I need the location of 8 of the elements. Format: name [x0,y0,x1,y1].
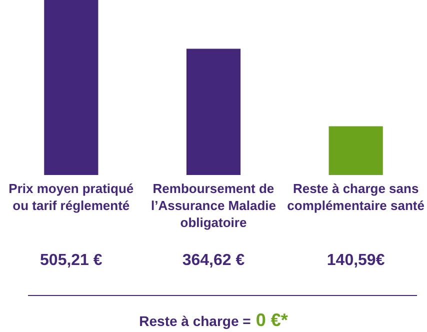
x-tick-label: Prix moyen pratiqué ou tarif réglementé [8,180,135,215]
text: Reste à charge = [139,313,251,329]
data-label: 140,59€ [326,252,386,270]
x-tick-label: Remboursement de l’Assurance Maladie obligatoire [150,180,277,231]
data-label: 505,21 € [39,252,104,270]
text: 0 €* [254,310,288,330]
x-tick-label: Reste à charge sans complémentaire santé [286,180,426,215]
data-label: 364,62 € [181,252,246,270]
